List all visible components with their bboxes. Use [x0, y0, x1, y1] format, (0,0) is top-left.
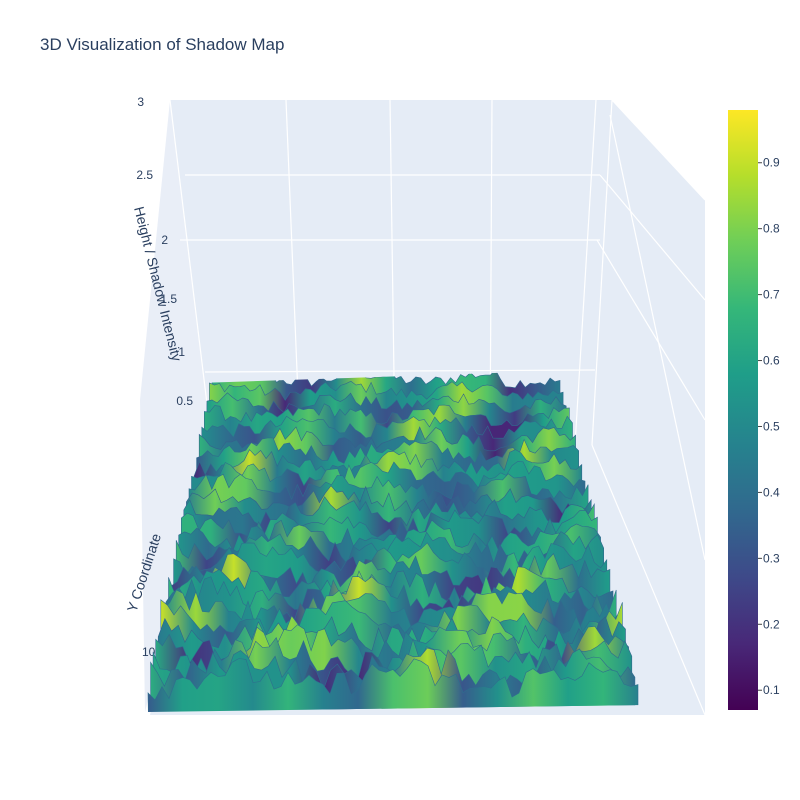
colorbar-tick-label: 0.3: [763, 551, 780, 565]
chart-title: 3D Visualization of Shadow Map: [40, 35, 284, 54]
grid-line: [591, 444, 706, 716]
colorbar-tick-label: 0.9: [763, 156, 780, 170]
back-wall: [170, 100, 612, 445]
grid-line: [591, 99, 613, 446]
z-axis-tick-label: 2.5: [136, 168, 153, 182]
z-axis-tick-label: 0.5: [176, 394, 193, 408]
left-wall: [140, 100, 212, 712]
grid-line: [574, 99, 597, 446]
grid-line: [169, 99, 213, 446]
grid-line: [204, 369, 596, 373]
colorbar-tick-label: 0.7: [763, 288, 780, 302]
surface-ridge: [147, 658, 639, 712]
colorbar-tick-label: 0.5: [763, 419, 780, 433]
colorbar-tick-label: 0.6: [763, 354, 780, 368]
colorbar-ticks: 0.1 0.2 0.3 0.4 0.5 0.6 0.7 0.8 0.9: [758, 156, 780, 697]
z-axis-tick-label: 1.5: [160, 292, 177, 306]
z-axis-tick-label: 2: [161, 233, 168, 247]
grid-line: [599, 174, 706, 301]
z-axis-tick-label: 3: [137, 95, 144, 109]
colorbar-tick-label: 0.4: [763, 485, 780, 499]
z-axis-tick-label: 1: [178, 345, 185, 359]
grid-line: [596, 239, 706, 421]
grid-line: [609, 114, 706, 561]
colorbar-tick-label: 0.1: [763, 683, 780, 697]
z-axis-ticks: 00.511.522.53: [136, 95, 208, 452]
y-axis-tick-label: 10: [142, 645, 156, 659]
colorbar-tick-label: 0.2: [763, 617, 780, 631]
right-wall: [592, 100, 705, 715]
colorbar-tick-label: 0.8: [763, 222, 780, 236]
surface-plot: [147, 370, 639, 712]
colorbar: [728, 110, 758, 710]
grid-line: [611, 99, 706, 201]
scene-grid: [169, 99, 706, 716]
